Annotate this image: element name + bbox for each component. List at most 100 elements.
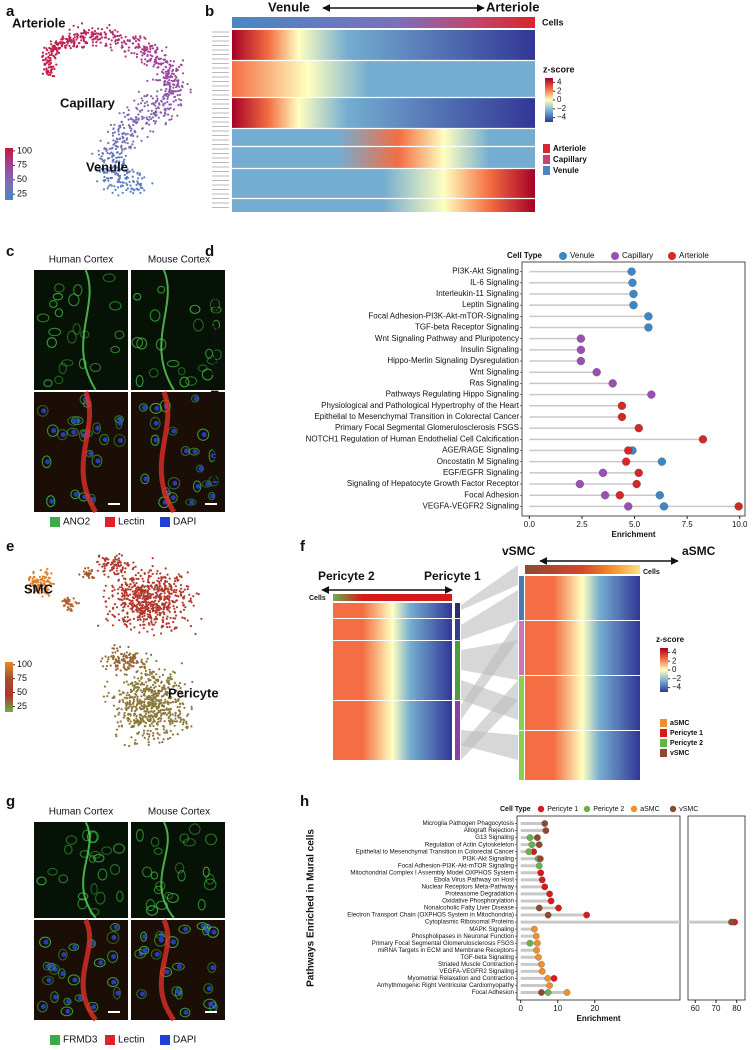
umap-point: [135, 582, 138, 585]
umap-point: [138, 174, 141, 177]
umap-point: [126, 588, 129, 591]
legend-dot: [668, 252, 676, 260]
umap-point: [159, 710, 162, 714]
umap-point: [116, 186, 120, 189]
umap-point: [111, 696, 114, 700]
umap-point: [141, 577, 144, 580]
nucleus: [153, 420, 159, 426]
cell: [113, 433, 126, 447]
umap-point: [88, 576, 91, 580]
umap-point: [159, 589, 162, 592]
umap-point: [116, 558, 119, 561]
umap-point: [137, 103, 140, 106]
umap-point: [122, 136, 125, 139]
dot: [576, 356, 586, 366]
cell: [79, 850, 90, 858]
umap-point: [82, 32, 85, 35]
umap-point: [157, 57, 160, 60]
category-label: Nonalcoholic Fatty Liver Disease: [424, 905, 515, 912]
umap-point: [169, 65, 172, 68]
umap-point: [124, 35, 127, 38]
umap-point: [165, 617, 168, 621]
umap-point: [181, 81, 185, 84]
umap-point: [174, 714, 177, 717]
cell: [46, 495, 56, 508]
umap-point: [160, 70, 164, 73]
umap-point: [70, 41, 73, 44]
side-block: [455, 641, 460, 700]
cluster-label: SMC: [24, 581, 54, 596]
umap-point: [130, 52, 133, 55]
umap-point: [126, 615, 129, 619]
umap-point: [180, 594, 183, 597]
umap-point: [181, 59, 185, 62]
umap-point: [162, 738, 165, 741]
legend-swatch: [660, 729, 667, 737]
cell: [203, 998, 217, 1010]
umap-point: [146, 591, 150, 594]
umap-point: [171, 720, 174, 723]
umap-point: [135, 577, 138, 581]
nucleus: [61, 952, 67, 958]
umap-point: [146, 79, 149, 82]
umap-point: [116, 592, 119, 595]
nucleus: [154, 951, 160, 957]
umap-point: [152, 596, 155, 599]
umap-point: [161, 673, 165, 677]
umap-point: [111, 589, 114, 593]
umap-point: [137, 688, 140, 691]
umap-point: [167, 712, 170, 715]
umap-point: [136, 172, 139, 175]
umap-point: [109, 43, 112, 46]
umap-point: [116, 34, 119, 38]
umap-point: [146, 135, 149, 139]
umap-point: [43, 591, 46, 594]
umap-point: [70, 603, 73, 606]
umap-point: [165, 606, 168, 609]
umap-point: [141, 691, 144, 694]
umap-point: [115, 733, 118, 736]
panel-label: g: [6, 793, 15, 810]
umap-point: [183, 588, 186, 591]
umap-point: [179, 686, 182, 690]
umap-point: [87, 31, 90, 34]
legend-label: ANO2: [63, 517, 91, 528]
umap-point: [169, 713, 172, 717]
umap-point: [120, 121, 123, 124]
umap-point: [28, 579, 31, 582]
umap-point: [138, 183, 141, 186]
umap-point: [186, 714, 189, 717]
heatmap-block: [333, 619, 452, 640]
vessel: [158, 391, 177, 514]
umap-point: [37, 586, 40, 589]
umap-point: [179, 584, 183, 587]
umap-point: [173, 79, 176, 83]
umap-point: [140, 102, 143, 105]
umap-point: [132, 170, 135, 173]
cell: [155, 880, 166, 891]
umap-point: [131, 725, 135, 729]
umap-point: [140, 58, 143, 61]
umap-point: [151, 701, 154, 704]
umap-point: [155, 618, 159, 621]
umap-point: [106, 613, 110, 616]
umap-point: [117, 179, 120, 182]
cell: [60, 359, 74, 367]
umap-point: [169, 59, 172, 63]
umap-point: [140, 609, 143, 612]
umap-point: [134, 706, 137, 709]
umap-point: [165, 46, 168, 49]
umap-point: [120, 156, 123, 159]
column-title: Human Cortex: [49, 807, 113, 818]
cells-bar: [525, 565, 640, 574]
dot: [532, 932, 540, 940]
umap-point: [123, 561, 126, 565]
umap-point: [99, 660, 103, 663]
umap-point: [149, 50, 152, 53]
umap-point: [78, 573, 81, 576]
umap-point: [116, 145, 119, 148]
umap-point: [142, 627, 145, 630]
cell: [153, 847, 163, 855]
umap-point: [150, 109, 153, 112]
umap-point: [162, 705, 165, 708]
